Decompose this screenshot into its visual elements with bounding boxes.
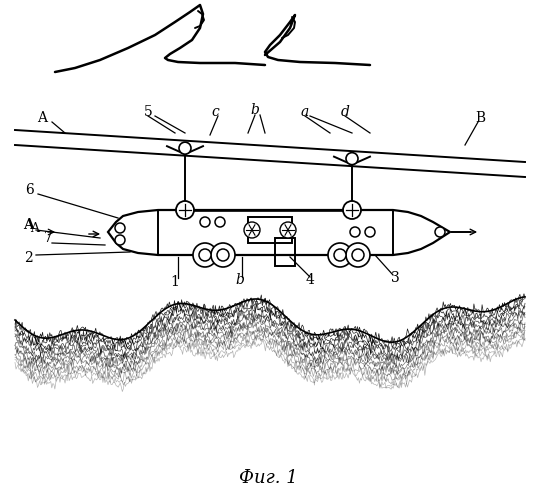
Circle shape <box>179 142 191 154</box>
Circle shape <box>280 222 296 238</box>
Bar <box>158 210 393 255</box>
Circle shape <box>352 249 364 261</box>
Circle shape <box>365 227 375 237</box>
Circle shape <box>193 243 217 267</box>
Circle shape <box>244 222 260 238</box>
Text: A: A <box>30 222 40 234</box>
Bar <box>275 238 295 266</box>
Circle shape <box>115 223 125 233</box>
Circle shape <box>200 217 210 227</box>
Circle shape <box>334 249 346 261</box>
Circle shape <box>115 235 125 245</box>
Text: b: b <box>250 103 259 117</box>
Circle shape <box>176 201 194 219</box>
Text: 6: 6 <box>26 183 34 197</box>
Circle shape <box>217 249 229 261</box>
Polygon shape <box>108 210 450 255</box>
Circle shape <box>215 217 225 227</box>
Text: 3: 3 <box>391 271 399 285</box>
Text: 7: 7 <box>43 231 52 245</box>
Circle shape <box>343 201 361 219</box>
Circle shape <box>328 243 352 267</box>
Text: c: c <box>211 105 219 119</box>
Text: A: A <box>37 111 47 125</box>
Circle shape <box>211 243 235 267</box>
Text: 5: 5 <box>143 105 152 119</box>
Circle shape <box>346 243 370 267</box>
Bar <box>248 217 292 243</box>
Text: Фиг. 1: Фиг. 1 <box>239 469 297 487</box>
Circle shape <box>199 249 211 261</box>
Text: A: A <box>22 218 33 232</box>
Text: 2: 2 <box>24 251 33 265</box>
Text: d: d <box>341 105 349 119</box>
Text: 1: 1 <box>171 275 179 289</box>
Circle shape <box>346 152 358 164</box>
Circle shape <box>435 227 445 237</box>
Text: 4: 4 <box>305 273 315 287</box>
Text: B: B <box>475 111 485 125</box>
Text: a: a <box>301 105 309 119</box>
Text: b: b <box>235 273 244 287</box>
Circle shape <box>350 227 360 237</box>
